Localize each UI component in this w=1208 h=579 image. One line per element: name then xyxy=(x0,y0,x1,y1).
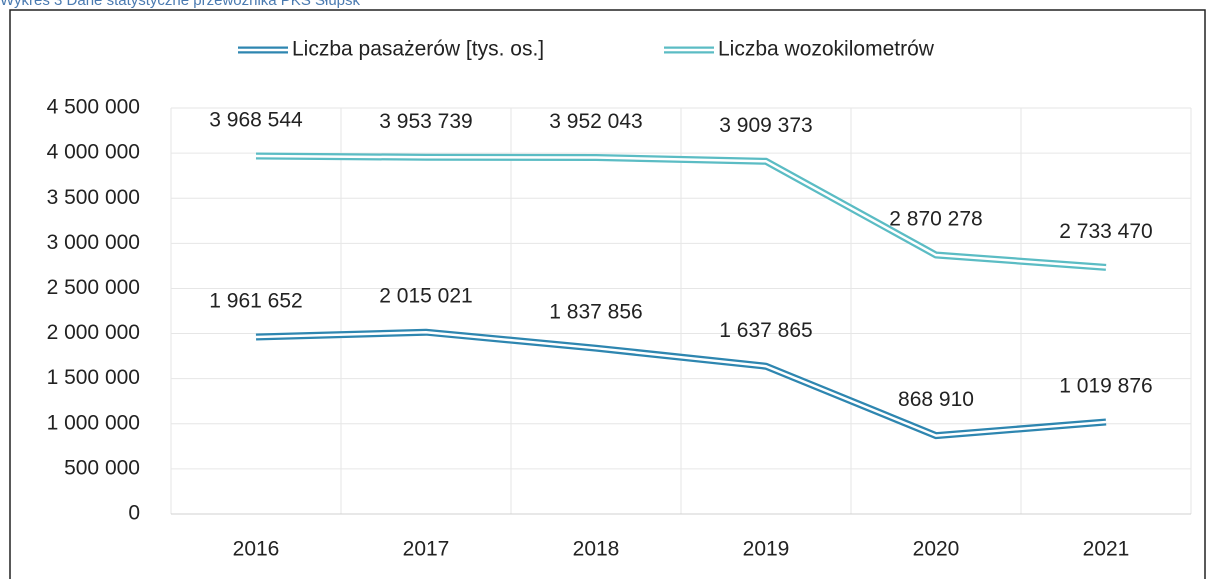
series-line-inner xyxy=(255,330,1107,437)
x-tick-label: 2018 xyxy=(573,538,620,561)
data-label: 1 961 652 xyxy=(209,290,302,313)
x-tick-label: 2016 xyxy=(233,538,280,561)
data-label: 868 910 xyxy=(898,388,974,411)
y-tick-label: 4 000 000 xyxy=(47,141,140,164)
data-label: 2 015 021 xyxy=(379,285,472,308)
data-label: 1 019 876 xyxy=(1059,375,1152,398)
data-label: 3 909 373 xyxy=(719,114,812,137)
y-tick-label: 2 500 000 xyxy=(47,276,140,299)
caption: Wykres 3 Dane statystyczne przewoźnika P… xyxy=(0,0,361,9)
x-tick-label: 2017 xyxy=(403,538,450,561)
y-tick-label: 500 000 xyxy=(64,456,140,479)
y-tick-label: 1 500 000 xyxy=(47,366,140,389)
x-tick-label: 2019 xyxy=(743,538,790,561)
x-tick-label: 2020 xyxy=(913,538,960,561)
data-label: 3 968 544 xyxy=(209,108,303,131)
data-label: 3 953 739 xyxy=(379,110,472,133)
chart-frame xyxy=(9,9,1206,579)
y-tick-label: 0 xyxy=(128,502,140,525)
series-line-inner xyxy=(255,154,1107,269)
data-label: 2 870 278 xyxy=(889,208,982,231)
data-label: 2 733 470 xyxy=(1059,220,1152,243)
data-label: 3 952 043 xyxy=(549,110,642,133)
y-tick-label: 3 000 000 xyxy=(47,231,140,254)
y-tick-label: 3 500 000 xyxy=(47,186,140,209)
y-tick-label: 1 000 000 xyxy=(47,411,140,434)
data-label: 1 837 856 xyxy=(549,301,642,324)
legend-label: Liczba pasażerów [tys. os.] xyxy=(292,38,544,61)
x-tick-label: 2021 xyxy=(1083,538,1130,561)
data-label: 1 637 865 xyxy=(719,319,812,342)
legend-label: Liczba wozokilometrów xyxy=(718,38,935,61)
y-tick-label: 4 500 000 xyxy=(47,96,140,119)
y-tick-label: 2 000 000 xyxy=(47,321,140,344)
